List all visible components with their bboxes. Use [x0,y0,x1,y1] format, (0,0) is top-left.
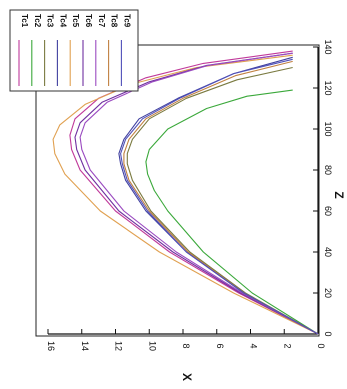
x-tick-label: 12 [114,341,124,351]
legend-label: Tc9 [122,14,131,28]
x-tick-label: 8 [181,343,191,348]
z-tick-label: 120 [323,80,333,95]
series-line-tc9 [120,58,319,335]
legend: Tc1 Tc2 Tc3 Tc4 Tc5 Tc6 Tc7 Tc8 Tc9 [9,9,139,92]
x-tick-label: 16 [46,341,56,351]
legend-label: Tc6 [84,14,93,28]
series-line-tc1 [69,50,319,335]
z-tick-label: 40 [323,247,333,257]
series-line-tc2 [145,89,319,335]
x-tick-label: 10 [147,341,157,351]
z-tick-label: 140 [323,39,333,54]
series-line-tc3 [126,66,319,335]
series-line-tc7 [79,52,319,335]
legend-label: Tc3 [46,14,55,28]
x-tick-label: 6 [215,343,225,348]
x-axis-title: X [180,373,194,381]
x-tick-label: 14 [80,341,90,351]
series-line-tc5 [52,54,319,335]
legend-label: Tc5 [71,14,80,28]
x-tick-label: 2 [282,343,292,348]
legend-label: Tc8 [110,14,119,28]
legend-label: Tc1 [20,14,29,28]
plot-frame [35,44,320,337]
legend-label: Tc2 [33,14,42,28]
series-line-tc4 [118,56,319,335]
axis-ticks: 0 20 40 60 80 100 120 140 0 2 4 6 8 10 12 14 16 [46,39,333,351]
x-tick-label: 0 [316,343,326,348]
z-tick-label: 20 [323,288,333,298]
series-line-tc8 [123,60,319,335]
z-axis-title: Z [332,191,346,198]
series-layer [52,50,319,335]
z-tick-label: 0 [323,331,333,336]
x-tick-label: 4 [249,343,259,348]
legend-label: Tc4 [58,14,67,28]
z-tick-label: 100 [323,121,333,136]
legend-label: Tc7 [97,14,106,28]
z-tick-label: 60 [323,206,333,216]
z-tick-label: 80 [323,165,333,175]
series-line-tc6 [74,52,319,335]
